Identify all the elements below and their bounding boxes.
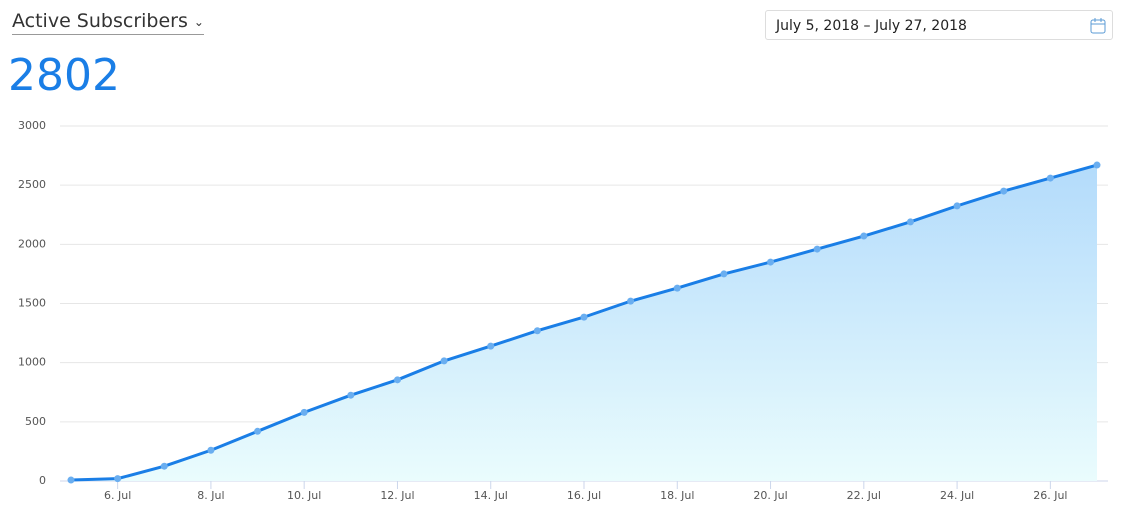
point bbox=[1000, 187, 1008, 195]
point bbox=[673, 284, 681, 292]
point bbox=[347, 391, 355, 399]
y-tick-label: 2500 bbox=[18, 178, 46, 191]
metric-title: Active Subscribers bbox=[12, 10, 188, 32]
point bbox=[813, 245, 821, 253]
y-tick-label: 1000 bbox=[18, 356, 46, 369]
x-tick-label: 10. Jul bbox=[287, 489, 321, 502]
x-tick-label: 8. Jul bbox=[197, 489, 224, 502]
calendar-icon bbox=[1090, 18, 1106, 34]
y-tick-label: 2000 bbox=[18, 237, 46, 250]
y-tick-label: 0 bbox=[39, 474, 46, 487]
point bbox=[860, 232, 868, 240]
x-tick-label: 24. Jul bbox=[940, 489, 974, 502]
point bbox=[1046, 174, 1054, 182]
x-tick-label: 18. Jul bbox=[660, 489, 694, 502]
point bbox=[114, 475, 122, 483]
dropdown-chevron: ⌄ bbox=[193, 14, 204, 29]
point bbox=[720, 270, 728, 278]
line bbox=[70, 163, 1098, 482]
point bbox=[254, 427, 262, 435]
y-tick-label: 500 bbox=[25, 415, 46, 428]
point bbox=[393, 376, 401, 384]
date-range: July 5, 2018 – July 27, 2018 bbox=[776, 18, 967, 34]
date-picker[interactable]: July 5, 2018 – July 27, 2018 bbox=[765, 10, 1113, 40]
point bbox=[1093, 161, 1101, 169]
x-tick-label: 20. Jul bbox=[753, 489, 787, 502]
point bbox=[160, 462, 168, 470]
point bbox=[580, 313, 588, 321]
point bbox=[207, 446, 215, 454]
point bbox=[906, 218, 914, 226]
metric-value: 2802 bbox=[8, 50, 120, 101]
metric-selector[interactable]: Active Subscribers ⌄ bbox=[12, 10, 204, 35]
point bbox=[767, 258, 775, 266]
point bbox=[300, 408, 308, 416]
point bbox=[487, 342, 495, 350]
point bbox=[953, 202, 961, 210]
x-tick-label: 12. Jul bbox=[380, 489, 414, 502]
point bbox=[440, 357, 448, 365]
point bbox=[67, 476, 75, 484]
y-tick-label: 3000 bbox=[18, 119, 46, 132]
point bbox=[533, 327, 541, 335]
x-tick-label: 22. Jul bbox=[847, 489, 881, 502]
y-tick-label: 1500 bbox=[18, 297, 46, 310]
point bbox=[627, 297, 635, 305]
area-fill bbox=[71, 165, 1097, 482]
x-tick-label: 26. Jul bbox=[1033, 489, 1067, 502]
x-tick-label: 14. Jul bbox=[474, 489, 508, 502]
x-tick-label: 6. Jul bbox=[104, 489, 131, 502]
x-tick-label: 16. Jul bbox=[567, 489, 601, 502]
